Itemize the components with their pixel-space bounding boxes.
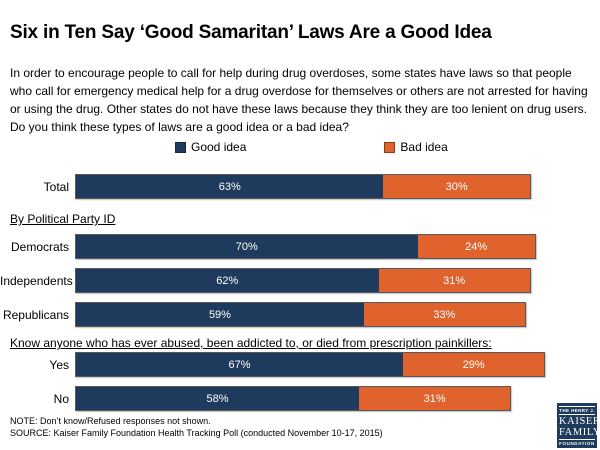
stacked-bar-chart: Total 63% 30% By Political Party ID Democrat… xyxy=(0,174,600,420)
bar-segment-good-idea: 67% xyxy=(76,353,403,376)
bar-segment-good-idea: 58% xyxy=(76,387,360,410)
logo-line-foundation: FOUNDATION xyxy=(559,439,595,446)
question-text: In order to encourage people to call for… xyxy=(10,66,588,134)
footer-notes: NOTE: Don’t know/Refused responses not s… xyxy=(10,415,383,439)
bar-segment-bad-idea: 29% xyxy=(402,353,545,376)
bar-value-label: 70% xyxy=(235,240,258,253)
bar-value-label: 58% xyxy=(206,392,229,405)
row-label: Total xyxy=(43,179,69,194)
bar-segment-good-idea: 63% xyxy=(76,175,384,198)
bar-value-label: 63% xyxy=(218,180,241,193)
bar-value-label: 29% xyxy=(462,358,485,371)
bar-segment-bad-idea: 33% xyxy=(363,303,525,326)
chart-row-total: Total 63% 30% xyxy=(0,174,600,199)
chart-row-yes: Yes 67% 29% xyxy=(0,352,600,377)
bar-segment-bad-idea: 30% xyxy=(383,175,530,198)
legend-item-bad-idea: Bad idea xyxy=(384,140,448,154)
bar-value-label: 33% xyxy=(433,308,456,321)
group-header-1: By Political Party ID xyxy=(10,212,116,226)
bar-value-label: 30% xyxy=(445,180,468,193)
bar-segment-good-idea: 59% xyxy=(76,303,364,326)
stacked-bar: 70% 24% xyxy=(75,234,536,259)
chart-row-no: No 58% 31% xyxy=(0,386,600,411)
chart-row-republicans: Republicans 59% 33% xyxy=(0,302,600,327)
chart-row-independents: Independents 62% 31% xyxy=(0,268,600,293)
bad-idea-swatch-icon xyxy=(384,141,396,153)
bar-value-label: 24% xyxy=(465,240,488,253)
stacked-bar: 63% 30% xyxy=(75,174,531,199)
bar-value-label: 62% xyxy=(216,274,239,287)
stacked-bar: 62% 31% xyxy=(75,268,531,293)
kff-logo: THE HENRY J. KAISER FAMILY FOUNDATION xyxy=(557,403,600,448)
chart-row-democrats: Democrats 70% 24% xyxy=(0,234,600,259)
bar-value-label: 59% xyxy=(208,308,231,321)
row-label: Yes xyxy=(49,357,69,372)
bar-segment-bad-idea: 31% xyxy=(359,387,511,410)
legend-label: Good idea xyxy=(191,140,247,154)
bar-value-label: 67% xyxy=(228,358,251,371)
bar-segment-bad-idea: 24% xyxy=(417,235,535,258)
bar-value-label: 31% xyxy=(423,392,446,405)
group-header-2: Know anyone who has ever abused, been ad… xyxy=(10,336,492,350)
page-title: Six in Ten Say ‘Good Samaritan’ Laws Are… xyxy=(10,22,492,43)
row-label: Republicans xyxy=(2,307,69,322)
stacked-bar: 67% 29% xyxy=(75,352,546,377)
logo-line-family: FAMILY xyxy=(559,427,600,438)
row-label: Independents xyxy=(0,273,73,288)
bar-segment-good-idea: 70% xyxy=(76,235,418,258)
legend-item-good-idea: Good idea xyxy=(175,140,246,154)
bar-segment-good-idea: 62% xyxy=(76,269,379,292)
bar-value-label: 31% xyxy=(443,274,466,287)
bar-segment-bad-idea: 31% xyxy=(378,269,530,292)
source-text: SOURCE: Kaiser Family Foundation Health … xyxy=(10,428,383,438)
row-label: No xyxy=(53,391,69,406)
good-idea-swatch-icon xyxy=(175,141,186,153)
row-label: Democrats xyxy=(10,239,69,254)
note-text: NOTE: Don’t know/Refused responses not s… xyxy=(10,416,211,426)
logo-line-kaiser: KAISER xyxy=(559,416,600,427)
stacked-bar: 58% 31% xyxy=(75,386,512,411)
legend-label: Bad idea xyxy=(400,140,448,154)
stacked-bar: 59% 33% xyxy=(75,302,526,327)
legend: Good idea Bad idea xyxy=(175,140,448,154)
logo-line-henry: THE HENRY J. xyxy=(559,406,595,415)
